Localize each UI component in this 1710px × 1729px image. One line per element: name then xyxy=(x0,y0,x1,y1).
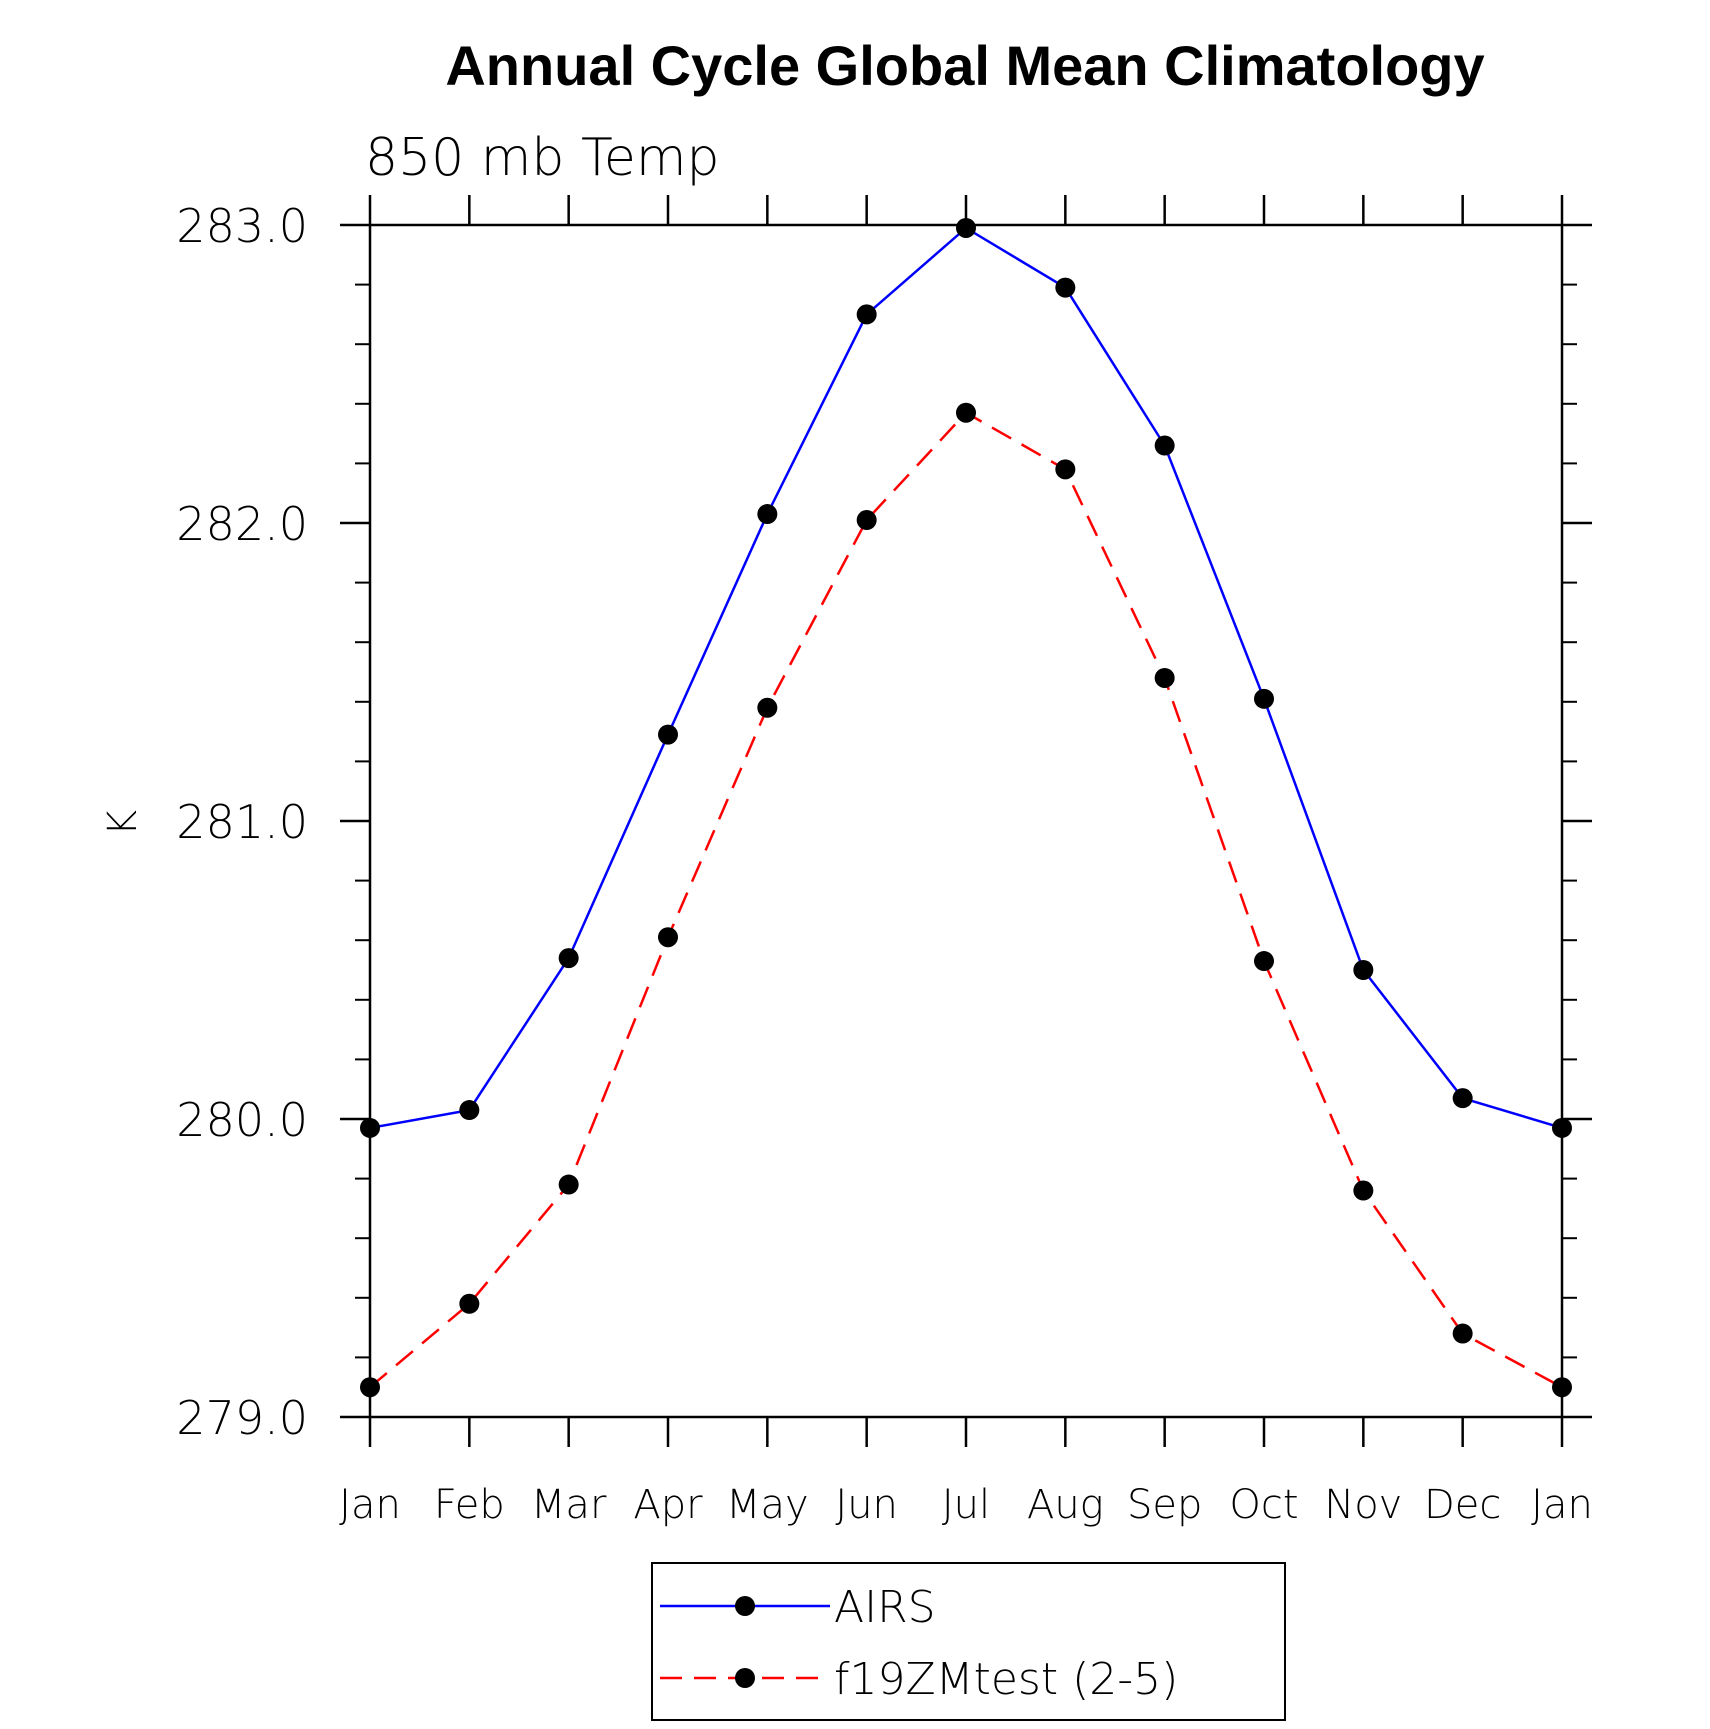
chart-title: Annual Cycle Global Mean Climatology xyxy=(445,34,1484,97)
data-point xyxy=(757,697,778,718)
legend-box xyxy=(651,1562,1286,1721)
x-tick-label: Jan xyxy=(1531,1482,1593,1528)
data-point xyxy=(856,304,877,325)
x-tick-label: Jan xyxy=(339,1482,401,1528)
x-tick-label: Apr xyxy=(633,1482,703,1528)
data-point xyxy=(757,504,778,525)
x-tick-label: Sep xyxy=(1127,1482,1202,1528)
data-point xyxy=(1055,277,1076,298)
series-line-1 xyxy=(369,411,1563,1389)
data-point xyxy=(1254,688,1274,709)
data-point xyxy=(1154,435,1175,456)
x-tick-label: Mar xyxy=(531,1482,607,1528)
x-tick-label: May xyxy=(726,1482,809,1528)
data-point xyxy=(558,1174,579,1195)
data-point xyxy=(856,510,877,531)
data-point xyxy=(1552,1377,1572,1398)
x-tick-label: Jun xyxy=(835,1482,898,1528)
data-point xyxy=(459,1100,480,1121)
y-tick-labels: 279.0 280.0 281.0 282.0 283.0 xyxy=(176,199,308,1445)
y-axis-label: K xyxy=(100,810,146,836)
x-tick-label: Nov xyxy=(1324,1482,1402,1528)
data-point xyxy=(1552,1117,1572,1138)
legend: AIRS f19ZMtest (2-5) xyxy=(651,1562,1286,1721)
legend-label-airs: AIRS xyxy=(834,1582,936,1633)
x-tick-label: Feb xyxy=(434,1482,505,1528)
data-point xyxy=(558,948,579,969)
y-tick-label: 279.0 xyxy=(176,1391,308,1445)
data-point xyxy=(956,402,976,423)
data-point xyxy=(459,1293,480,1314)
data-point xyxy=(1353,1180,1374,1201)
y-tick-label: 281.0 xyxy=(176,795,308,849)
legend-label-f19zmtest: f19ZMtest (2-5) xyxy=(834,1654,1178,1705)
x-tick-label: Oct xyxy=(1229,1482,1298,1528)
data-point xyxy=(1154,667,1175,688)
data-point xyxy=(956,217,976,238)
tick-marks xyxy=(340,195,1592,1447)
data-point xyxy=(1254,951,1274,972)
series-layer xyxy=(360,217,1572,1398)
data-point xyxy=(1055,459,1076,480)
x-tick-label: Jul xyxy=(942,1482,990,1528)
x-tick-label: Aug xyxy=(1027,1482,1104,1528)
data-point xyxy=(1452,1088,1473,1109)
data-point xyxy=(360,1377,380,1398)
data-point xyxy=(658,724,678,745)
y-tick-label: 282.0 xyxy=(176,497,308,551)
legend-marker-airs xyxy=(735,1596,755,1616)
data-point xyxy=(658,927,678,948)
data-point xyxy=(1353,960,1374,980)
y-tick-label: 280.0 xyxy=(176,1093,308,1147)
x-tick-labels: Jan Feb Mar Apr May Jun Jul Aug Sep Oct Nov Dec Jan xyxy=(339,1482,1593,1528)
series-line-0 xyxy=(369,226,1563,1130)
y-tick-label: 283.0 xyxy=(176,199,308,253)
legend-marker-f19zmtest xyxy=(735,1668,755,1688)
chart-subtitle: 850 mb Temp xyxy=(365,128,720,188)
x-tick-label: Dec xyxy=(1424,1482,1501,1528)
data-point xyxy=(1452,1323,1473,1344)
data-point xyxy=(360,1117,380,1138)
